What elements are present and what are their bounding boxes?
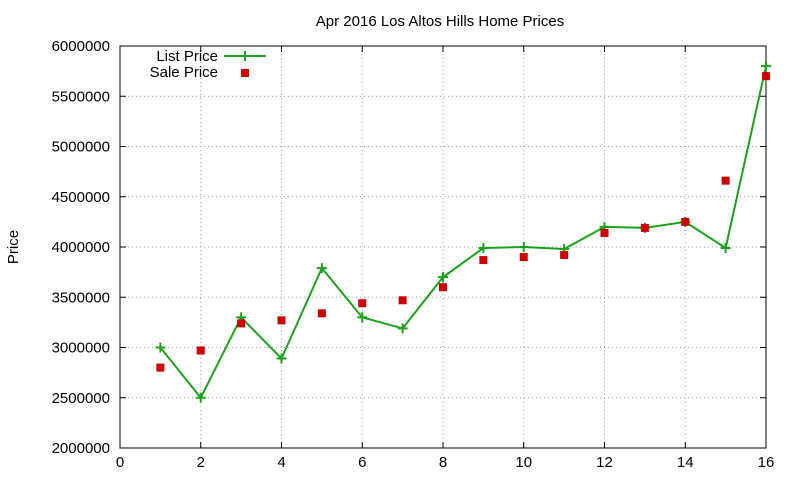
legend-label: Sale Price <box>150 64 218 81</box>
y-tick-label: 5500000 <box>52 88 110 105</box>
x-tick-label: 10 <box>515 454 532 471</box>
legend-swatch-marker <box>241 69 249 77</box>
list-price-point <box>195 392 206 403</box>
sale-price-point <box>277 316 286 325</box>
sale-price-point <box>398 296 407 305</box>
grid-layer <box>120 46 766 448</box>
sale-price-point <box>317 309 326 318</box>
list-price-point <box>397 323 408 334</box>
y-tick-label: 6000000 <box>52 38 110 55</box>
list-price-point <box>316 263 327 274</box>
sale-price-point <box>762 72 770 81</box>
x-tick-label: 6 <box>358 454 366 471</box>
series-sale-price <box>156 72 770 372</box>
ticks-layer: 0 2 4 6 8 10 12 14 16 2000000 2500000 3000000 350000… <box>52 38 775 471</box>
x-tick-label: 4 <box>277 454 285 471</box>
list-price-point <box>720 243 731 254</box>
y-tick-label: 3000000 <box>52 340 110 357</box>
sale-price-point <box>640 223 649 232</box>
y-tick-label: 4500000 <box>52 189 110 206</box>
y-tick-label: 4000000 <box>52 239 110 256</box>
sale-price-point <box>560 251 569 260</box>
sale-price-point <box>519 253 528 262</box>
y-tick-label: 5000000 <box>52 139 110 156</box>
list-price-point <box>438 272 448 283</box>
legend-swatch-marker <box>240 51 250 61</box>
list-price-point <box>518 242 529 252</box>
list-price-line <box>159 65 767 400</box>
series-layer <box>155 61 771 403</box>
x-tick-label: 0 <box>116 454 124 471</box>
legend-label: List Price <box>156 48 218 65</box>
sale-price-point <box>237 319 246 328</box>
sale-price-point <box>196 346 205 355</box>
x-tick-label: 12 <box>596 454 613 471</box>
sale-price-point <box>721 176 730 185</box>
sale-price-point <box>358 299 367 308</box>
series-list-price <box>155 61 771 403</box>
list-price-point <box>761 61 771 72</box>
sale-price-point <box>439 283 447 292</box>
chart-title: Apr 2016 Los Altos Hills Home Prices <box>316 13 564 30</box>
x-tick-label: 16 <box>758 454 775 471</box>
list-price-point <box>357 312 368 323</box>
list-price-point <box>276 353 287 364</box>
list-price-point <box>478 243 489 254</box>
y-tick-label: 2500000 <box>52 390 110 407</box>
y-tick-label: 2000000 <box>52 440 110 457</box>
list-price-point <box>155 342 166 353</box>
y-axis-label: Price <box>5 230 22 264</box>
x-tick-label: 2 <box>197 454 205 471</box>
sale-price-point <box>600 228 609 237</box>
sale-price-point <box>681 217 690 226</box>
y-tick-label: 3500000 <box>52 289 110 306</box>
sale-price-point <box>479 256 488 265</box>
plot-frame <box>119 45 767 449</box>
sale-price-point <box>156 363 165 372</box>
x-tick-label: 8 <box>439 454 447 471</box>
x-tick-label: 14 <box>677 454 694 471</box>
